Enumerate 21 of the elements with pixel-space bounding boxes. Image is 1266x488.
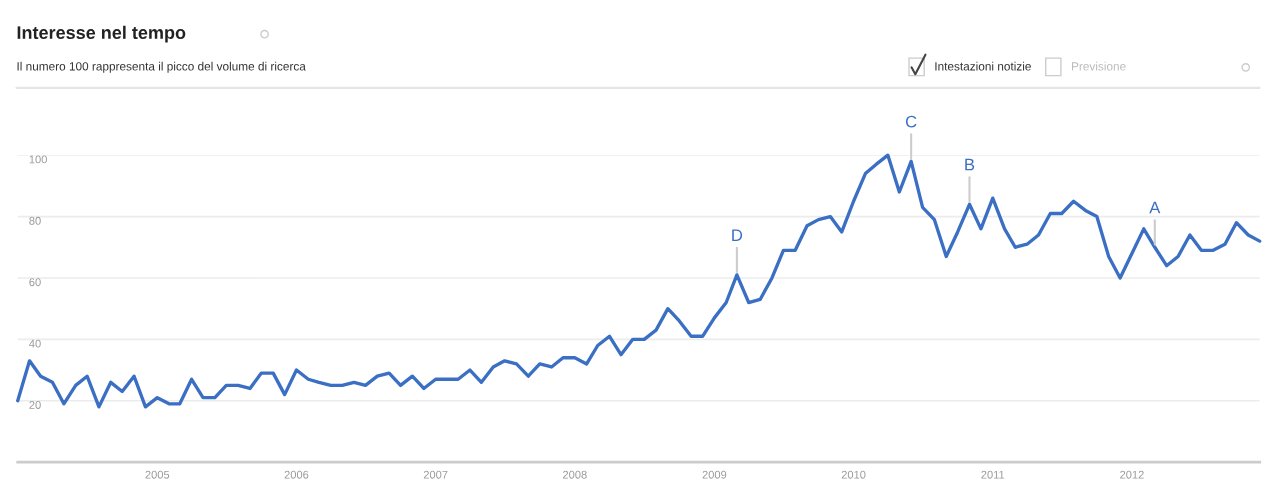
x-tick-label: 2008 <box>563 470 587 479</box>
text: Previsione <box>1072 61 1126 71</box>
x-tick-label: 2006 <box>284 470 309 479</box>
y-tick-label: 60 <box>29 278 41 287</box>
x-tick-label: 2012 <box>1120 470 1144 479</box>
y-tick-label: 20 <box>29 401 41 409</box>
text: Intestazioni notizie <box>935 61 1031 71</box>
annotation: C <box>905 115 917 128</box>
chart-title: Interesse nel tempo <box>17 25 186 43</box>
annotation: B <box>965 158 975 171</box>
x-tick-label: 2011 <box>981 470 1005 479</box>
x-tick-label: 2005 <box>145 470 170 479</box>
x-tick-label: 2007 <box>423 470 448 479</box>
annotation: A <box>1149 201 1161 214</box>
x-tick-label: 2009 <box>702 470 727 479</box>
y-tick-label: 100 <box>29 155 47 164</box>
y-tick-label: 40 <box>29 339 41 348</box>
x-tick-label: 2010 <box>841 470 866 479</box>
chart-subtitle: Il numero 100 rappresenta il picco del volume di ricerca <box>17 61 306 73</box>
annotation: D <box>732 229 743 241</box>
y-tick-label: 80 <box>29 216 41 225</box>
